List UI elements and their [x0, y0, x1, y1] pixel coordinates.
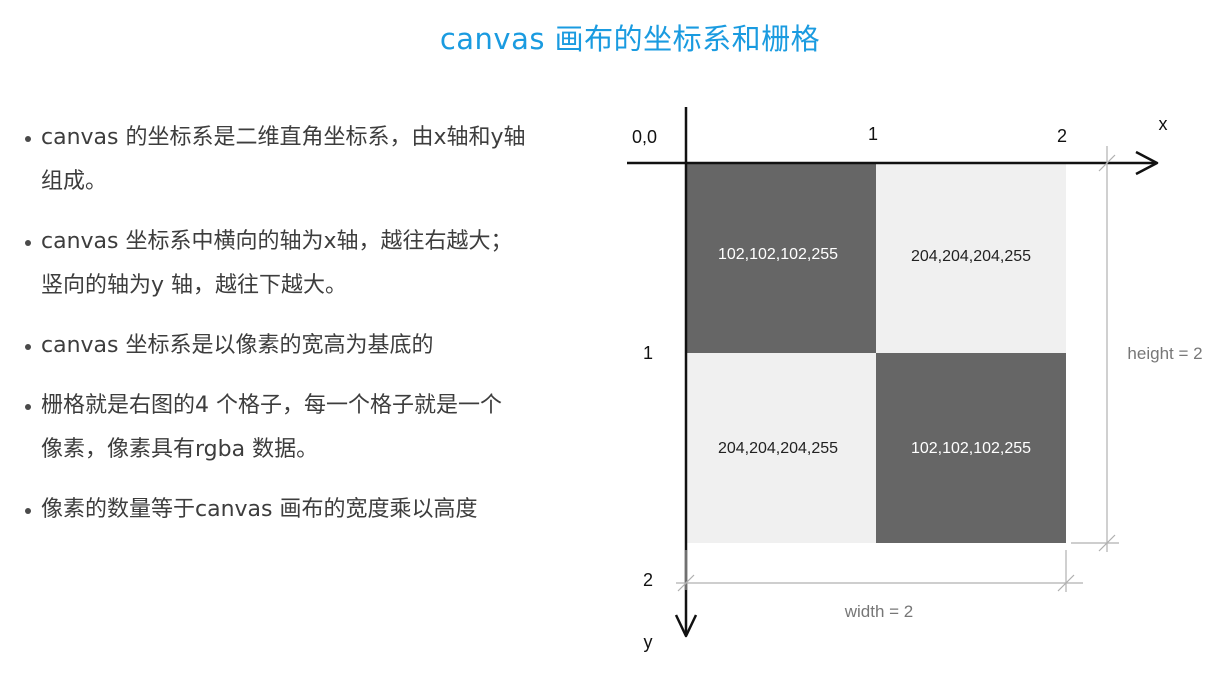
bullet-line: canvas 坐标系中横向的轴为x轴，越往右越大； [41, 229, 513, 254]
bullet-item: 像素的数量等于canvas 画布的宽度乘以高度 [25, 488, 585, 532]
height-label: height = 2 [1127, 344, 1202, 363]
pixel-value-label: 102,102,102,255 [911, 440, 1031, 457]
bullet-item: 栅格就是右图的4 个格子，每一个格子就是一个 像素，像素具有rgba 数据。 [25, 384, 585, 472]
bullet-item: canvas 坐标系中横向的轴为x轴，越往右越大； 竖向的轴为y 轴，越往下越大… [25, 220, 585, 308]
bullet-line: 像素，像素具有rgba 数据。 [41, 437, 319, 462]
bullet-list: canvas 的坐标系是二维直角坐标系，由x轴和y轴 组成。 canvas 坐标… [25, 116, 585, 548]
x-axis-arrow-icon [1135, 150, 1159, 176]
x-tick-label: 1 [868, 124, 878, 144]
y-tick-label: 1 [643, 343, 653, 363]
bullet-item: canvas 坐标系是以像素的宽高为基底的 [25, 324, 585, 368]
y-tick-label: 2 [643, 570, 653, 590]
height-dimension [1071, 146, 1119, 552]
bullet-line: canvas 坐标系是以像素的宽高为基底的 [41, 333, 434, 358]
x-tick-label: 2 [1057, 126, 1067, 146]
bullet-line: 组成。 [41, 169, 108, 194]
bullet-line: canvas 的坐标系是二维直角坐标系，由x轴和y轴 [41, 125, 526, 150]
pixel-cell-2-1 [876, 163, 1066, 353]
x-axis-label: x [1159, 114, 1168, 134]
pixel-value-label: 204,204,204,255 [718, 440, 838, 457]
bullet-line: 竖向的轴为y 轴，越往下越大。 [41, 273, 348, 298]
bullet-line: 像素的数量等于canvas 画布的宽度乘以高度 [41, 497, 478, 522]
pixel-cell-1-1 [686, 163, 876, 353]
bullet-item: canvas 的坐标系是二维直角坐标系，由x轴和y轴 组成。 [25, 116, 585, 204]
y-axis-arrow-icon [674, 614, 698, 638]
bullet-line: 栅格就是右图的4 个格子，每一个格子就是一个 [41, 393, 502, 418]
width-dimension [676, 550, 1083, 592]
pixel-cell-2-2 [876, 353, 1066, 543]
width-label: width = 2 [844, 602, 914, 621]
origin-label: 0,0 [632, 127, 657, 147]
pixel-value-label: 204,204,204,255 [911, 248, 1031, 265]
y-axis-label: y [644, 632, 653, 652]
pixel-cell-1-2 [686, 353, 876, 543]
pixel-value-label: 102,102,102,255 [718, 246, 838, 263]
page-title: canvas 画布的坐标系和栅格 [439, 22, 821, 56]
